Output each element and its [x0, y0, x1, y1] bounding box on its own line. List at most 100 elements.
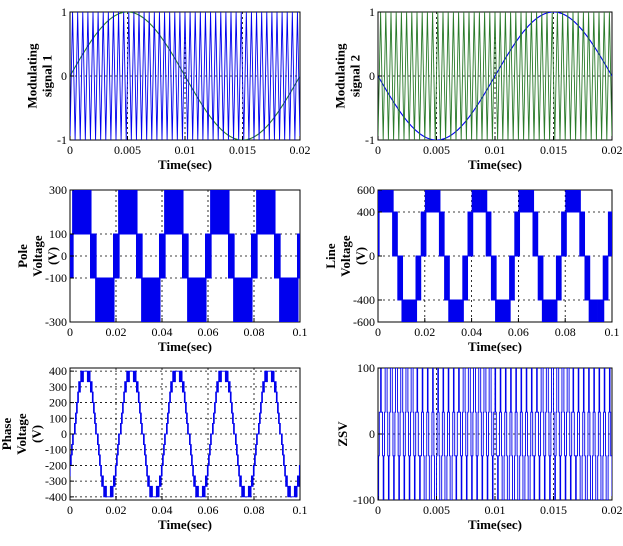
y-tick-label: 0 — [61, 249, 67, 263]
x-tick-label: 0 — [67, 503, 73, 517]
x-tick-label: 0.1 — [605, 325, 620, 339]
y-axis-label-line: (V) — [353, 247, 368, 265]
x-tick-label: 0 — [67, 143, 73, 157]
x-tick-label: 0.01 — [485, 503, 506, 517]
x-tick-label: 0.005 — [114, 143, 141, 157]
x-tick-label: 0.01 — [175, 143, 196, 157]
y-axis-label-line: Modulating — [333, 43, 348, 109]
x-tick-label: 0.1 — [293, 325, 308, 339]
chart-panel-2: 0 0.005 0.01 0.015 0.02-101Time(sec)Modulati… — [333, 5, 623, 172]
x-axis-label: Time(sec) — [468, 157, 522, 172]
series-line-1 — [70, 190, 300, 322]
y-tick-label: -300 — [45, 474, 67, 488]
x-tick-label: 0.005 — [423, 143, 450, 157]
x-axis-label: Time(sec) — [468, 339, 522, 354]
y-tick-label: -100 — [353, 493, 375, 507]
x-tick-label: 0.01 — [485, 143, 506, 157]
y-axis-label: Phase Voltage (V) — [0, 413, 44, 455]
x-tick-label: 0.015 — [540, 143, 567, 157]
chart-panel-3: 0 0.02 0.04 0.06 0.08 0.1 -300 -100 0 100 300 Time(… — [15, 183, 308, 354]
y-axis-label-line: (V) — [29, 425, 44, 443]
x-tick-label: 0.005 — [423, 503, 450, 517]
x-tick-label: 0.04 — [461, 325, 482, 339]
y-axis-label: Pole Voltage (V) — [15, 235, 60, 277]
y-axis-label-line: ZSV — [335, 421, 350, 447]
y-tick-label: 100 — [49, 227, 67, 241]
x-tick-label: 0.1 — [293, 503, 308, 517]
y-tick-label: 0 — [369, 427, 375, 441]
series-group — [70, 190, 300, 322]
y-tick-label: -400 — [45, 490, 67, 504]
y-tick-label: -300 — [45, 315, 67, 329]
x-axis-label: Time(sec) — [468, 517, 522, 532]
y-tick-label: 0 — [61, 69, 67, 83]
y-tick-label: 1 — [61, 5, 67, 19]
y-axis-label-line: signal 1 — [40, 55, 55, 97]
x-tick-label: 0 — [375, 143, 381, 157]
y-tick-label: 1 — [369, 5, 375, 19]
series-group — [378, 190, 612, 322]
y-axis-label-line: Voltage — [14, 413, 29, 455]
chart-panel-5: 0 0.02 0.04 0.06 0.08 0.1 -400 -300 -200-100 0 100… — [0, 364, 308, 532]
y-axis-label-line: Voltage — [30, 235, 45, 277]
x-tick-label: 0.015 — [540, 503, 567, 517]
x-axis-label: Time(sec) — [158, 339, 212, 354]
x-tick-label: 0.02 — [106, 325, 127, 339]
y-tick-label: -100 — [45, 443, 67, 457]
x-tick-label: 0.08 — [244, 503, 265, 517]
y-axis-label: Line Voltage (V) — [323, 235, 368, 277]
y-tick-label: 100 — [357, 361, 375, 375]
x-tick-label: 0 — [67, 325, 73, 339]
y-tick-label: 0 — [369, 69, 375, 83]
y-tick-label: 400 — [357, 205, 375, 219]
y-axis-label-line: (V) — [45, 247, 60, 265]
series-group — [378, 12, 612, 140]
x-tick-label: 0.04 — [152, 325, 173, 339]
y-tick-label: 400 — [49, 364, 67, 378]
y-tick-label: -400 — [353, 293, 375, 307]
series-group — [70, 12, 300, 140]
y-axis-label-line: Line — [323, 243, 338, 269]
y-axis-label-line: Phase — [0, 418, 14, 451]
y-axis-label: Modulating signal 1 — [25, 43, 55, 109]
x-tick-label: 0.015 — [229, 143, 256, 157]
x-tick-label: 0.08 — [244, 325, 265, 339]
x-tick-label: 0 — [375, 325, 381, 339]
y-tick-label: 100 — [49, 411, 67, 425]
x-tick-label: 0.02 — [602, 143, 623, 157]
y-axis-label-line: signal 2 — [348, 55, 363, 97]
series-line-1 — [378, 190, 612, 322]
y-axis-label-line: Modulating — [25, 43, 40, 109]
series-line-1 — [70, 370, 300, 498]
y-tick-label: 600 — [357, 183, 375, 197]
x-tick-label: 0.06 — [198, 325, 219, 339]
chart-panel-4: 0 0.02 0.04 0.06 0.08 0.1 -600 -400 0 400 600 Time(… — [323, 183, 620, 354]
x-tick-label: 0.02 — [290, 143, 311, 157]
y-tick-label: 300 — [49, 183, 67, 197]
x-tick-label: 0.02 — [414, 325, 435, 339]
y-axis-label: ZSV — [335, 421, 350, 447]
series-group — [70, 370, 300, 498]
x-tick-label: 0 — [375, 503, 381, 517]
y-tick-label: -200 — [45, 458, 67, 472]
x-axis-label: Time(sec) — [158, 517, 212, 532]
x-tick-label: 0.06 — [198, 503, 219, 517]
chart-panel-1: 0 0.005 0.01 0.015 0.02-101Time(sec)Modulati… — [25, 5, 311, 172]
y-axis-label-line: Pole — [15, 244, 30, 268]
x-axis-label: Time(sec) — [158, 157, 212, 172]
y-tick-label: 300 — [49, 380, 67, 394]
x-tick-label: 0.02 — [602, 503, 623, 517]
y-tick-label: -1 — [57, 133, 67, 147]
y-tick-label: -600 — [353, 315, 375, 329]
y-tick-label: 200 — [49, 396, 67, 410]
y-tick-label: 0 — [369, 249, 375, 263]
y-axis-label: Modulating signal 2 — [333, 43, 363, 109]
y-axis-label-line: Voltage — [338, 235, 353, 277]
x-tick-label: 0.08 — [555, 325, 576, 339]
y-tick-label: -100 — [45, 271, 67, 285]
y-tick-label: 0 — [61, 427, 67, 441]
x-tick-label: 0.02 — [106, 503, 127, 517]
x-tick-label: 0.04 — [152, 503, 173, 517]
x-tick-label: 0.06 — [508, 325, 529, 339]
